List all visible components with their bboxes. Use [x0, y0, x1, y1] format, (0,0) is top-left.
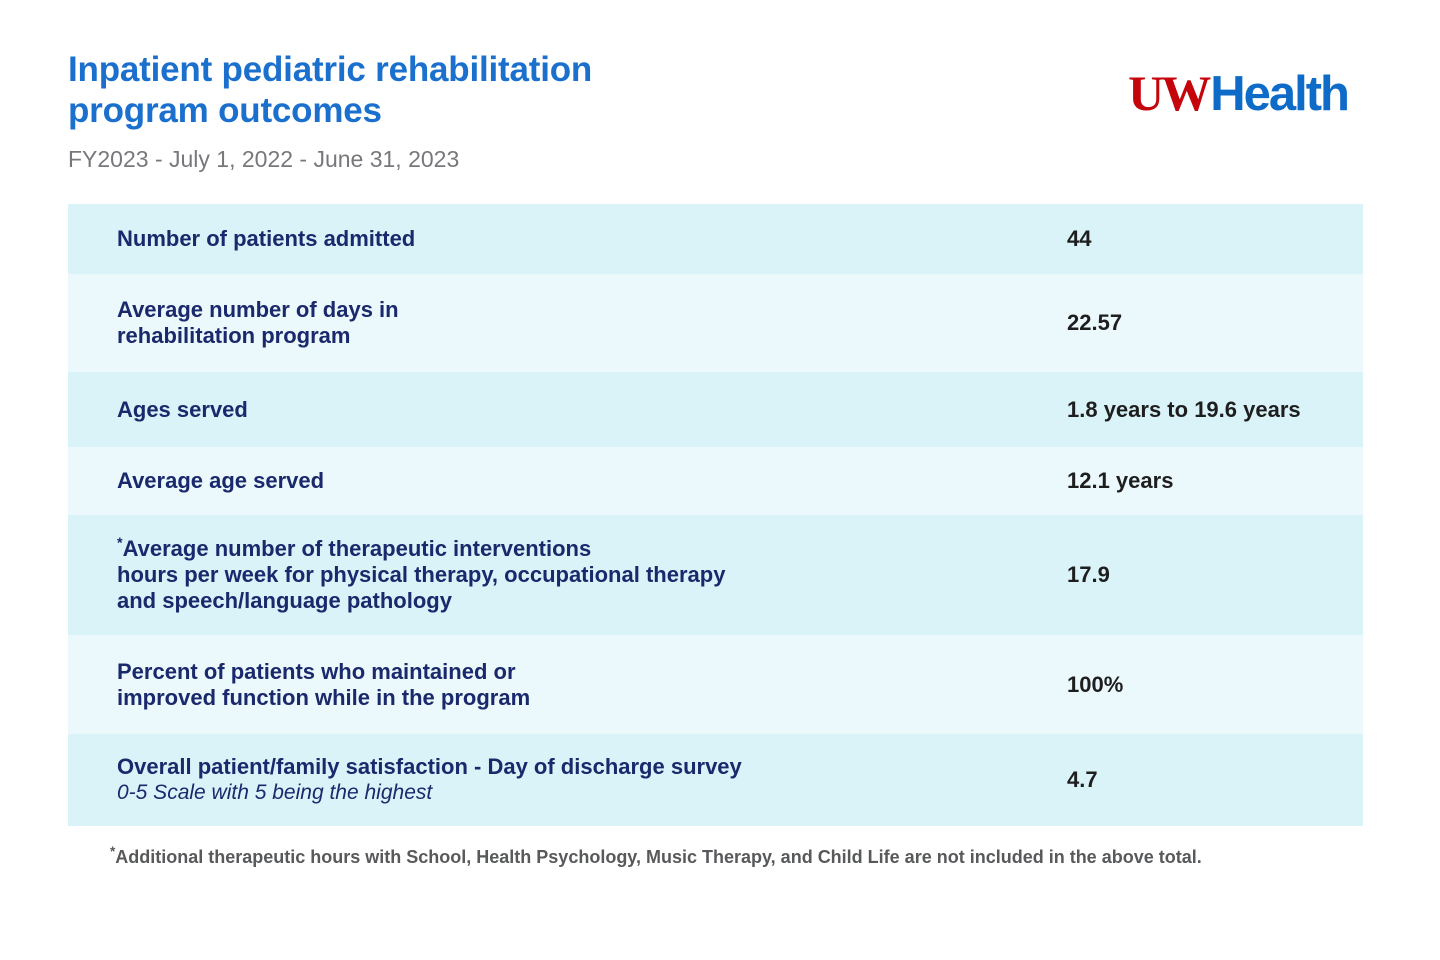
metric-label: Average number of days in rehabilitation… [117, 297, 399, 349]
metric-value: 4.7 [1067, 767, 1098, 793]
metric-label-cell: Number of patients admitted [68, 214, 1067, 264]
table-row: Percent of patients who maintained or im… [68, 635, 1363, 735]
metric-label: Number of patients admitted [117, 226, 416, 252]
table-row: Average age served 12.1 years [68, 447, 1363, 516]
metric-value: 12.1 years [1067, 468, 1174, 494]
metric-value: 1.8 years to 19.6 years [1067, 396, 1301, 422]
asterisk-marker: * [117, 535, 123, 552]
metric-label: Average age served [117, 468, 325, 494]
metric-value: 100% [1067, 671, 1124, 697]
table-row: Number of patients admitted 44 [68, 204, 1363, 275]
outcomes-table: Number of patients admitted 44 Average n… [68, 204, 1363, 827]
metric-label: Percent of patients who maintained or im… [117, 658, 531, 710]
table-row: Overall patient/family satisfaction - Da… [68, 734, 1363, 827]
metric-label-cell: Average number of days in rehabilitation… [68, 285, 1067, 361]
metric-sublabel: 0-5 Scale with 5 being the highest [117, 781, 433, 805]
metric-label: Overall patient/family satisfaction - Da… [117, 754, 742, 780]
metric-label: Ages served [117, 396, 248, 422]
footnote-text: Additional therapeutic hours with School… [115, 847, 1202, 868]
metric-label-cell: Percent of patients who maintained or im… [68, 647, 1067, 723]
logo-uw-text: UW [1128, 65, 1211, 121]
table-row: Ages served 1.8 years to 19.6 years [68, 372, 1363, 448]
footnote-asterisk: * [110, 844, 116, 860]
metric-label: *Average number of therapeutic intervent… [117, 535, 726, 614]
metric-label-cell: Average age served [68, 456, 1067, 506]
metric-value: 22.57 [1067, 310, 1123, 336]
page-title: Inpatient pediatric rehabilitation progr… [68, 50, 593, 130]
uw-health-logo: UW Health [1128, 65, 1350, 121]
footnote: *Additional therapeutic hours with Schoo… [110, 844, 1440, 868]
metric-value: 17.9 [1067, 562, 1110, 588]
metric-label-cell: *Average number of therapeutic intervent… [68, 524, 1067, 626]
report-period-subtitle: FY2023 - July 1, 2022 - June 31, 2023 [68, 146, 460, 173]
header: Inpatient pediatric rehabilitation progr… [0, 0, 1440, 173]
logo-health-text: Health [1210, 67, 1350, 121]
table-row: Average number of days in rehabilitation… [68, 274, 1363, 373]
metric-label-cell: Ages served [68, 385, 1067, 435]
metric-label-cell: Overall patient/family satisfaction - Da… [68, 742, 1067, 818]
table-row: *Average number of therapeutic intervent… [68, 515, 1363, 636]
metric-value: 44 [1067, 226, 1092, 252]
